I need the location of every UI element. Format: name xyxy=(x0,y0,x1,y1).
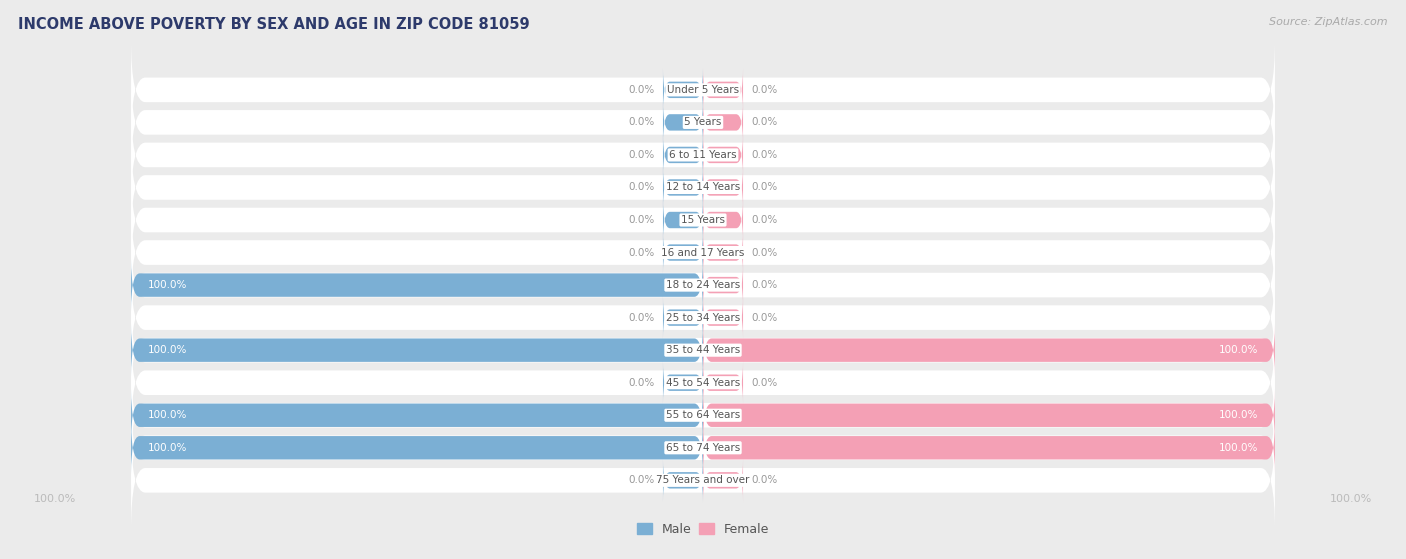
FancyBboxPatch shape xyxy=(703,68,742,112)
Text: 100.0%: 100.0% xyxy=(148,280,187,290)
FancyBboxPatch shape xyxy=(131,430,1275,530)
FancyBboxPatch shape xyxy=(131,333,1275,433)
Text: 0.0%: 0.0% xyxy=(752,117,778,127)
Text: 0.0%: 0.0% xyxy=(628,378,654,388)
Text: 100.0%: 100.0% xyxy=(1219,345,1258,355)
FancyBboxPatch shape xyxy=(703,296,742,339)
Text: 0.0%: 0.0% xyxy=(752,150,778,160)
Text: 0.0%: 0.0% xyxy=(752,248,778,258)
FancyBboxPatch shape xyxy=(703,324,1275,376)
Text: 12 to 14 Years: 12 to 14 Years xyxy=(666,182,740,192)
Text: 100.0%: 100.0% xyxy=(1219,443,1258,453)
Text: 0.0%: 0.0% xyxy=(628,215,654,225)
Text: 0.0%: 0.0% xyxy=(628,312,654,323)
FancyBboxPatch shape xyxy=(703,422,1275,473)
Text: 0.0%: 0.0% xyxy=(628,248,654,258)
FancyBboxPatch shape xyxy=(131,267,1275,368)
Text: 100.0%: 100.0% xyxy=(1330,494,1372,504)
Text: 25 to 34 Years: 25 to 34 Years xyxy=(666,312,740,323)
FancyBboxPatch shape xyxy=(703,231,742,274)
Text: 100.0%: 100.0% xyxy=(1219,410,1258,420)
FancyBboxPatch shape xyxy=(664,68,703,112)
FancyBboxPatch shape xyxy=(131,397,1275,498)
Text: 0.0%: 0.0% xyxy=(752,280,778,290)
Legend: Male, Female: Male, Female xyxy=(637,523,769,536)
Text: 0.0%: 0.0% xyxy=(628,117,654,127)
Text: 0.0%: 0.0% xyxy=(752,475,778,485)
Text: 35 to 44 Years: 35 to 44 Years xyxy=(666,345,740,355)
FancyBboxPatch shape xyxy=(664,165,703,209)
Text: 0.0%: 0.0% xyxy=(752,182,778,192)
FancyBboxPatch shape xyxy=(131,365,1275,466)
FancyBboxPatch shape xyxy=(664,458,703,502)
Text: 0.0%: 0.0% xyxy=(752,85,778,95)
FancyBboxPatch shape xyxy=(703,165,742,209)
Text: 75 Years and over: 75 Years and over xyxy=(657,475,749,485)
FancyBboxPatch shape xyxy=(131,300,1275,400)
Text: 0.0%: 0.0% xyxy=(628,150,654,160)
FancyBboxPatch shape xyxy=(703,458,742,502)
Text: 100.0%: 100.0% xyxy=(34,494,76,504)
Text: 18 to 24 Years: 18 to 24 Years xyxy=(666,280,740,290)
FancyBboxPatch shape xyxy=(131,170,1275,271)
FancyBboxPatch shape xyxy=(131,202,1275,303)
FancyBboxPatch shape xyxy=(703,361,742,405)
Text: 0.0%: 0.0% xyxy=(628,475,654,485)
FancyBboxPatch shape xyxy=(703,101,742,144)
FancyBboxPatch shape xyxy=(131,235,1275,335)
Text: 16 and 17 Years: 16 and 17 Years xyxy=(661,248,745,258)
Text: 0.0%: 0.0% xyxy=(628,85,654,95)
FancyBboxPatch shape xyxy=(664,101,703,144)
Text: 0.0%: 0.0% xyxy=(628,182,654,192)
Text: 0.0%: 0.0% xyxy=(752,378,778,388)
FancyBboxPatch shape xyxy=(664,198,703,242)
Text: Under 5 Years: Under 5 Years xyxy=(666,85,740,95)
Text: 5 Years: 5 Years xyxy=(685,117,721,127)
FancyBboxPatch shape xyxy=(664,361,703,405)
Text: 6 to 11 Years: 6 to 11 Years xyxy=(669,150,737,160)
FancyBboxPatch shape xyxy=(131,324,703,376)
FancyBboxPatch shape xyxy=(131,40,1275,140)
FancyBboxPatch shape xyxy=(703,133,742,177)
Text: 0.0%: 0.0% xyxy=(752,312,778,323)
Text: 100.0%: 100.0% xyxy=(148,443,187,453)
FancyBboxPatch shape xyxy=(703,263,742,307)
Text: INCOME ABOVE POVERTY BY SEX AND AGE IN ZIP CODE 81059: INCOME ABOVE POVERTY BY SEX AND AGE IN Z… xyxy=(18,17,530,32)
Text: 65 to 74 Years: 65 to 74 Years xyxy=(666,443,740,453)
FancyBboxPatch shape xyxy=(703,390,1275,441)
Text: 100.0%: 100.0% xyxy=(148,410,187,420)
FancyBboxPatch shape xyxy=(664,231,703,274)
FancyBboxPatch shape xyxy=(664,296,703,339)
Text: Source: ZipAtlas.com: Source: ZipAtlas.com xyxy=(1270,17,1388,27)
FancyBboxPatch shape xyxy=(131,105,1275,205)
Text: 0.0%: 0.0% xyxy=(752,215,778,225)
FancyBboxPatch shape xyxy=(131,390,703,441)
Text: 100.0%: 100.0% xyxy=(148,345,187,355)
Text: 45 to 54 Years: 45 to 54 Years xyxy=(666,378,740,388)
FancyBboxPatch shape xyxy=(131,259,703,311)
Text: 55 to 64 Years: 55 to 64 Years xyxy=(666,410,740,420)
FancyBboxPatch shape xyxy=(703,198,742,242)
FancyBboxPatch shape xyxy=(131,422,703,473)
FancyBboxPatch shape xyxy=(131,137,1275,238)
Text: 15 Years: 15 Years xyxy=(681,215,725,225)
FancyBboxPatch shape xyxy=(131,72,1275,173)
FancyBboxPatch shape xyxy=(664,133,703,177)
